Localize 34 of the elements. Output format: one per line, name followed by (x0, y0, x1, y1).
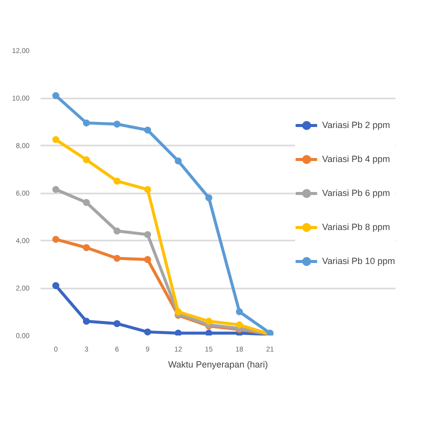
point (82, 318, 90, 325)
point (114, 120, 121, 128)
point (144, 231, 152, 238)
point (144, 328, 152, 336)
point (82, 199, 90, 206)
point (236, 321, 243, 328)
legend-label: Variasi Pb 2 ppm (322, 120, 390, 130)
point (174, 157, 182, 164)
point (205, 330, 212, 336)
x-axis-title: Waktu Penyerapan (hari) (168, 360, 268, 370)
point (114, 228, 121, 234)
point (144, 256, 152, 263)
point (114, 178, 121, 185)
point (174, 308, 182, 316)
legend-label: Variasi Pb 10 ppm (322, 256, 395, 266)
point (52, 282, 60, 290)
point (82, 119, 90, 126)
point (52, 92, 60, 100)
point (144, 186, 152, 193)
point (205, 318, 212, 325)
point (52, 136, 60, 144)
point (114, 254, 121, 262)
point (174, 330, 182, 336)
point (52, 186, 60, 193)
point (205, 194, 212, 202)
legend-label: Variasi Pb 8 ppm (322, 222, 390, 232)
legend-label: Variasi Pb 6 ppm (322, 188, 390, 198)
legend-label: Variasi Pb 4 ppm (322, 154, 390, 164)
point (236, 308, 243, 316)
point (114, 320, 121, 328)
point (52, 236, 60, 243)
point (144, 126, 152, 134)
point (82, 244, 90, 252)
point (82, 156, 90, 164)
